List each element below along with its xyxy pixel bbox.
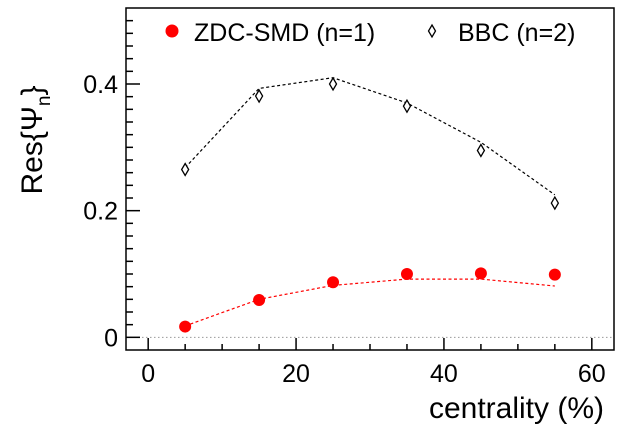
x-tick-label: 60 <box>578 360 606 388</box>
y-axis-label-subscript: n <box>34 96 55 107</box>
y-axis-label-main: Res{Ψ <box>16 106 49 194</box>
y-tick-label: 0 <box>104 324 118 352</box>
plot-frame <box>125 7 615 351</box>
data-point-zdc-smd <box>548 268 561 281</box>
y-tick-label: 0.4 <box>83 71 118 99</box>
x-tick-label: 0 <box>141 360 155 388</box>
data-point-zdc-smd <box>179 320 192 333</box>
data-points <box>179 76 561 333</box>
y-axis-label-close: } <box>16 85 49 95</box>
data-point-bbc <box>180 162 190 177</box>
legend-label-bbc: BBC (n=2) <box>458 19 575 47</box>
data-point-zdc-smd <box>327 276 340 289</box>
y-axis-ticks: 0 0.2 0.4 <box>83 19 140 352</box>
fit-curves <box>184 77 556 327</box>
x-axis-label: centrality (%) <box>429 392 604 425</box>
legend-marker-zdc-smd <box>165 24 179 38</box>
data-point-bbc <box>402 98 412 114</box>
data-point-bbc <box>254 88 264 104</box>
x-axis-ticks: 0 20 40 60 <box>141 338 606 388</box>
data-point-zdc-smd <box>253 293 266 306</box>
legend-marker-bbc <box>427 23 437 39</box>
y-tick-label: 0.2 <box>83 198 118 226</box>
x-tick-label: 20 <box>282 360 310 388</box>
data-point-bbc <box>476 143 486 158</box>
data-point-bbc <box>550 195 560 211</box>
legend-label-zdc-smd: ZDC-SMD (n=1) <box>194 19 375 47</box>
data-point-zdc-smd <box>400 268 413 280</box>
data-point-bbc <box>328 76 338 92</box>
x-tick-label: 40 <box>430 360 458 388</box>
y-axis-label: Res{Ψn} <box>16 85 55 194</box>
fit-curve-zdc-smd <box>184 278 555 327</box>
fit-curve-bbc <box>184 77 556 196</box>
legend: ZDC-SMD (n=1) BBC (n=2) <box>165 19 575 47</box>
data-point-zdc-smd <box>474 267 487 280</box>
